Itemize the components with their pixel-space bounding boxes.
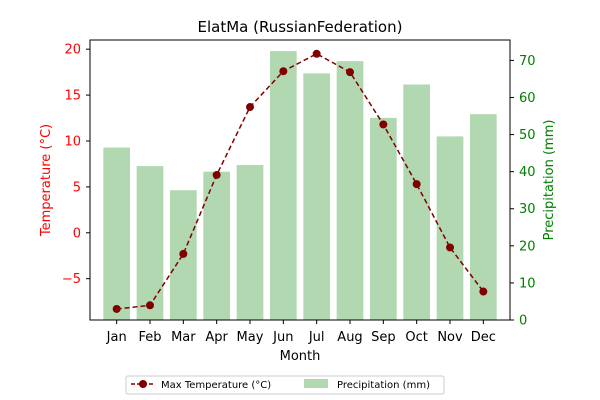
x-tick-label-dec: Dec xyxy=(471,330,496,345)
x-tick-label-jun: Jun xyxy=(272,330,293,345)
legend: Max Temperature (°C) Precipitation (mm) xyxy=(125,375,445,395)
precipitation-bar-sep xyxy=(370,117,397,320)
left-tick-label: 10 xyxy=(64,134,81,149)
left-axis: −5 0 5 10 15 20 xyxy=(62,43,90,287)
temperature-point-jul xyxy=(312,49,321,58)
temperature-line xyxy=(116,52,484,310)
chart-title: ElatMa (RussianFederation) xyxy=(198,18,403,36)
x-tick-label-may: May xyxy=(237,330,264,345)
temperature-point-nov xyxy=(446,243,454,252)
legend-line-marker xyxy=(139,380,147,388)
precipitation-bar-jan xyxy=(103,147,130,320)
x-tick-label-sep: Sep xyxy=(371,330,396,345)
right-axis: 0 10 20 30 40 50 60 70 xyxy=(510,54,536,329)
temperature-point-jan xyxy=(112,304,121,313)
x-tick-label-oct: Oct xyxy=(405,330,427,345)
precipitation-bar-dec xyxy=(470,114,497,321)
right-tick-label: 60 xyxy=(519,91,536,106)
precipitation-bar-feb xyxy=(136,166,164,320)
right-tick-label: 40 xyxy=(519,165,536,180)
x-axis-label: Month xyxy=(280,349,321,364)
left-tick-label: 0 xyxy=(73,226,81,241)
right-tick-label: 70 xyxy=(519,54,536,69)
temperature-point-jun xyxy=(279,67,288,76)
temperature-point-mar xyxy=(179,249,188,258)
x-axis: Jan Feb Mar Apr May Jun Jul Aug Sep Oct Nov Dec xyxy=(106,320,496,345)
right-tick-label: 10 xyxy=(519,276,536,291)
line-layer xyxy=(112,49,488,313)
left-tick-label: 15 xyxy=(64,89,81,104)
precipitation-bar-jun xyxy=(270,51,297,321)
x-tick-label-nov: Nov xyxy=(437,330,463,345)
bars-layer xyxy=(103,51,497,321)
left-axis-label: Temperature (°C) xyxy=(39,124,54,237)
x-tick-label-jan: Jan xyxy=(106,330,127,345)
plot-frame xyxy=(89,39,511,321)
temperature-point-sep xyxy=(379,120,388,129)
temperature-point-apr xyxy=(212,170,221,179)
right-tick-label: 50 xyxy=(519,128,536,143)
legend-box xyxy=(125,375,445,395)
temperature-point-aug xyxy=(346,68,354,77)
x-tick-label-aug: Aug xyxy=(337,330,362,345)
left-tick-label: 5 xyxy=(73,180,81,195)
x-tick-label-jul: Jul xyxy=(308,330,325,345)
left-tick-label: −5 xyxy=(62,272,81,287)
right-tick-label: 0 xyxy=(519,314,527,329)
temperature-point-oct xyxy=(412,180,421,189)
legend-bar-swatch xyxy=(304,379,328,388)
precipitation-bar-aug xyxy=(336,61,364,321)
temperature-point-may xyxy=(246,103,254,112)
precipitation-bar-apr xyxy=(203,171,230,320)
precipitation-bar-may xyxy=(236,164,264,320)
legend-precipitation-label: Precipitation (mm) xyxy=(337,380,430,391)
legend-temperature-label: Max Temperature (°C) xyxy=(161,380,271,391)
precipitation-bar-nov xyxy=(436,136,464,320)
precipitation-bar-jul xyxy=(303,73,330,320)
left-tick-label: 20 xyxy=(64,43,81,58)
temperature-point-dec xyxy=(479,287,488,296)
x-tick-label-apr: Apr xyxy=(205,330,228,345)
right-tick-label: 20 xyxy=(519,239,536,254)
x-tick-label-feb: Feb xyxy=(138,330,161,345)
x-tick-label-mar: Mar xyxy=(171,330,196,345)
temperature-point-feb xyxy=(146,301,154,310)
right-tick-label: 30 xyxy=(519,202,536,217)
right-axis-label: Precipitation (mm) xyxy=(542,120,557,241)
